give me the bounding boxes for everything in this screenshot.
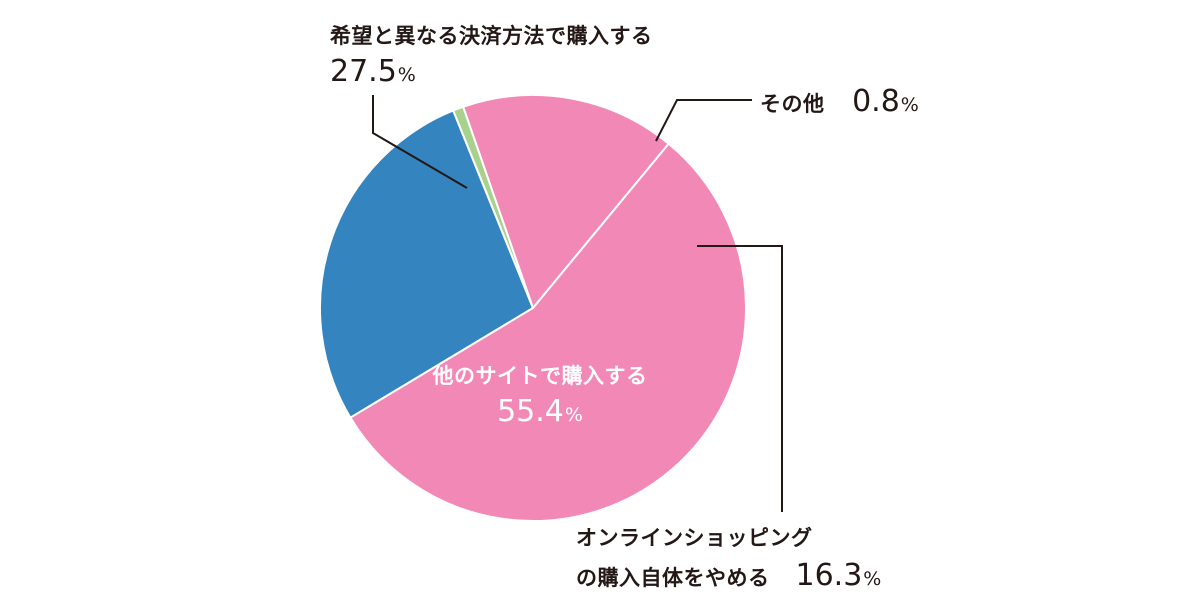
leader-line-other [655, 99, 752, 142]
slice-label: 他のサイトで購入する [432, 364, 648, 388]
percent-sign: % [564, 404, 583, 426]
percent-sign: % [397, 64, 416, 86]
slice-quit-shopping [461, 94, 671, 311]
slice-label-line2: の購入自体をやめる [576, 566, 770, 590]
slice-label: 希望と異なる決済方法で購入する [330, 24, 653, 48]
slice-other-site [349, 142, 747, 522]
slice-value: 0.8 [852, 84, 900, 119]
label-quit-shopping: オンラインショッピング の購入自体をやめる 16.3% [576, 522, 881, 593]
slice-label: その他 [760, 92, 825, 116]
percent-sign: % [863, 568, 882, 590]
percent-sign: % [900, 94, 919, 116]
slice-label-line1: オンラインショッピング [576, 526, 813, 550]
leader-line-alt-payment [372, 95, 468, 189]
slice-value: 27.5 [330, 54, 397, 89]
slice-alt-payment [319, 109, 535, 420]
slice-value: 16.3 [795, 558, 863, 593]
label-alt-payment: 希望と異なる決済方法で購入する 27.5% [330, 20, 653, 89]
leader-line-quit [697, 245, 783, 512]
slice-value: 55.4 [497, 394, 564, 429]
label-other: その他 0.8% [760, 84, 919, 119]
label-other-site: 他のサイトで購入する 55.4% [430, 360, 650, 429]
